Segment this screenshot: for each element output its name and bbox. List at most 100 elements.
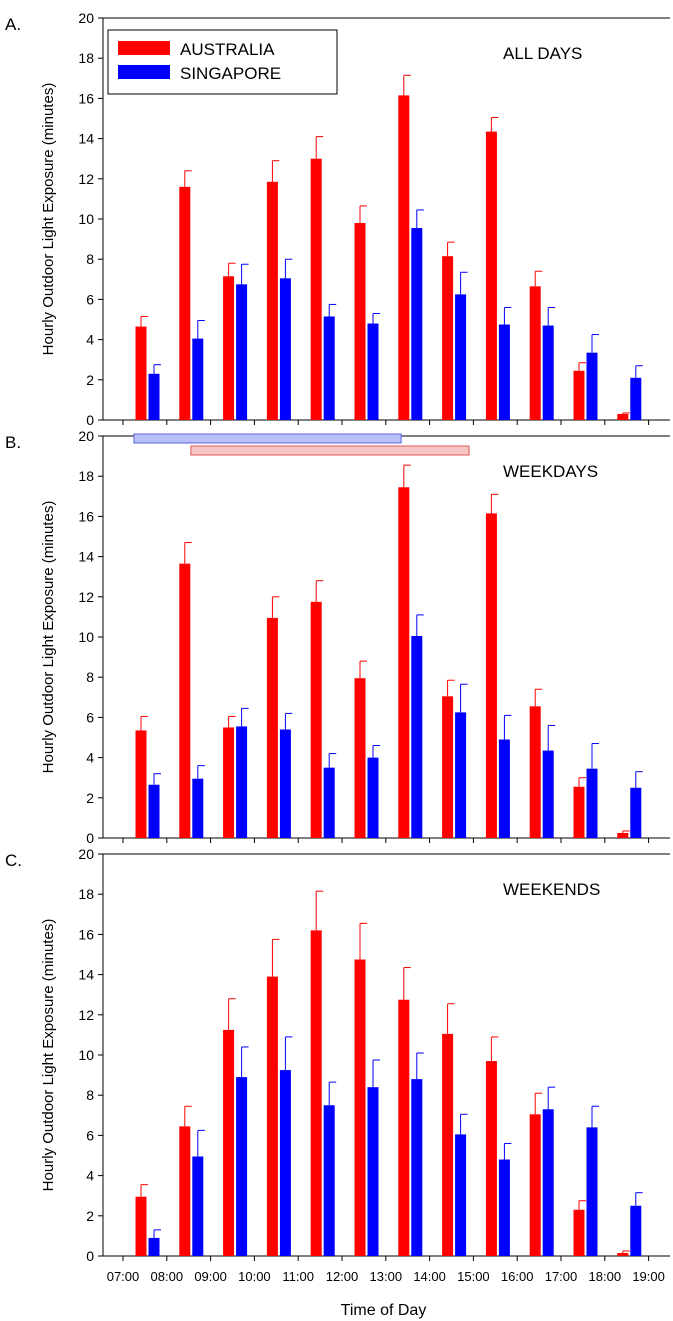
bar-australia-0700 <box>135 326 147 420</box>
y-tick-label: 8 <box>86 669 94 685</box>
bar-singapore-1600 <box>542 750 554 838</box>
bar-singapore-1700 <box>586 352 598 420</box>
bar-singapore-1500 <box>498 324 510 420</box>
bar-australia-1400 <box>442 256 454 420</box>
bar-singapore-0900 <box>236 1077 248 1256</box>
bar-australia-1400 <box>442 696 454 838</box>
y-tick-label: 16 <box>78 508 94 524</box>
x-tick-label: 16:00 <box>501 1269 534 1284</box>
bar-singapore-0700 <box>148 1237 160 1256</box>
y-tick-label: 4 <box>86 750 94 766</box>
y-tick-label: 20 <box>78 846 94 862</box>
y-tick-label: 10 <box>78 1047 94 1063</box>
panel-letter: B. <box>5 433 21 452</box>
bar-singapore-0700 <box>148 784 160 838</box>
bar-australia-0800 <box>179 563 191 838</box>
bar-australia-1200 <box>354 678 366 838</box>
bar-singapore-1100 <box>323 316 335 420</box>
bar-australia-1300 <box>398 999 410 1256</box>
bar-australia-1200 <box>354 959 366 1256</box>
bar-singapore-1700 <box>586 768 598 838</box>
bar-australia-0700 <box>135 1196 147 1256</box>
time-range-bar <box>133 433 402 444</box>
x-tick-label: 19:00 <box>632 1269 665 1284</box>
y-tick-label: 0 <box>86 1248 94 1264</box>
bar-singapore-1300 <box>411 635 423 838</box>
bar-singapore-1800 <box>630 787 642 838</box>
bar-australia-1800 <box>617 1252 629 1256</box>
y-tick-label: 18 <box>78 886 94 902</box>
y-tick-label: 0 <box>86 830 94 846</box>
bar-singapore-1400 <box>455 712 467 838</box>
y-tick-label: 2 <box>86 790 94 806</box>
x-axis-label: Time of Day <box>341 1302 427 1319</box>
bar-singapore-1100 <box>323 767 335 838</box>
bar-australia-1100 <box>310 158 322 420</box>
x-tick-label: 13:00 <box>370 1269 403 1284</box>
x-tick-label: 10:00 <box>238 1269 271 1284</box>
bar-singapore-0900 <box>236 726 248 838</box>
bar-singapore-1300 <box>411 228 423 420</box>
bar-australia-1000 <box>266 976 278 1256</box>
bar-australia-1000 <box>266 617 278 838</box>
bar-singapore-1200 <box>367 757 379 838</box>
bar-singapore-1100 <box>323 1105 335 1256</box>
y-tick-label: 14 <box>78 549 94 565</box>
bar-australia-1500 <box>485 513 497 838</box>
bar-singapore-1800 <box>630 377 642 420</box>
legend-swatch-singapore <box>118 65 170 79</box>
x-tick-label: 09:00 <box>194 1269 227 1284</box>
bar-singapore-0800 <box>192 1156 204 1256</box>
x-tick-label: 18:00 <box>589 1269 622 1284</box>
bar-singapore-0800 <box>192 778 204 838</box>
bar-australia-1700 <box>573 370 585 420</box>
bar-australia-1100 <box>310 930 322 1256</box>
panel-label: WEEKENDS <box>503 880 600 899</box>
bar-australia-1700 <box>573 1209 585 1256</box>
y-tick-label: 8 <box>86 1087 94 1103</box>
x-tick-label: 12:00 <box>326 1269 359 1284</box>
y-tick-label: 14 <box>78 131 94 147</box>
y-tick-label: 12 <box>78 1007 94 1023</box>
bar-australia-1800 <box>617 832 629 838</box>
bar-australia-1600 <box>529 706 541 838</box>
y-tick-label: 2 <box>86 1208 94 1224</box>
y-tick-label: 0 <box>86 412 94 428</box>
y-axis-label: Hourly Outdoor Light Exposure (minutes) <box>40 501 57 774</box>
panel-letter: C. <box>5 851 22 870</box>
bar-australia-1100 <box>310 601 322 838</box>
bar-australia-1600 <box>529 1114 541 1256</box>
y-tick-label: 4 <box>86 332 94 348</box>
x-tick-label: 17:00 <box>545 1269 578 1284</box>
y-axis-label: Hourly Outdoor Light Exposure (minutes) <box>40 83 57 356</box>
y-tick-label: 10 <box>78 629 94 645</box>
y-tick-label: 6 <box>86 709 94 725</box>
x-tick-label: 08:00 <box>151 1269 184 1284</box>
y-tick-label: 18 <box>78 468 94 484</box>
bar-singapore-1000 <box>279 278 291 420</box>
bar-singapore-0900 <box>236 284 248 420</box>
bar-singapore-1700 <box>586 1127 598 1256</box>
y-tick-label: 6 <box>86 1127 94 1143</box>
bar-australia-1500 <box>485 131 497 420</box>
panel-letter: A. <box>5 15 21 34</box>
bar-singapore-1200 <box>367 323 379 420</box>
y-tick-label: 2 <box>86 372 94 388</box>
x-tick-label: 07:00 <box>107 1269 140 1284</box>
bar-singapore-0700 <box>148 373 160 420</box>
bar-australia-1200 <box>354 223 366 420</box>
x-tick-label: 11:00 <box>282 1269 314 1284</box>
bar-australia-1300 <box>398 487 410 838</box>
bar-singapore-1400 <box>455 294 467 420</box>
bar-australia-1700 <box>573 786 585 838</box>
bar-singapore-1200 <box>367 1087 379 1256</box>
bar-australia-0900 <box>223 1029 235 1256</box>
panel-label: ALL DAYS <box>503 44 582 63</box>
bar-australia-1600 <box>529 286 541 420</box>
y-tick-label: 10 <box>78 211 94 227</box>
y-tick-label: 8 <box>86 251 94 267</box>
bar-singapore-1500 <box>498 739 510 838</box>
legend-swatch-australia <box>118 41 170 55</box>
y-tick-label: 14 <box>78 967 94 983</box>
legend-box <box>107 29 338 95</box>
